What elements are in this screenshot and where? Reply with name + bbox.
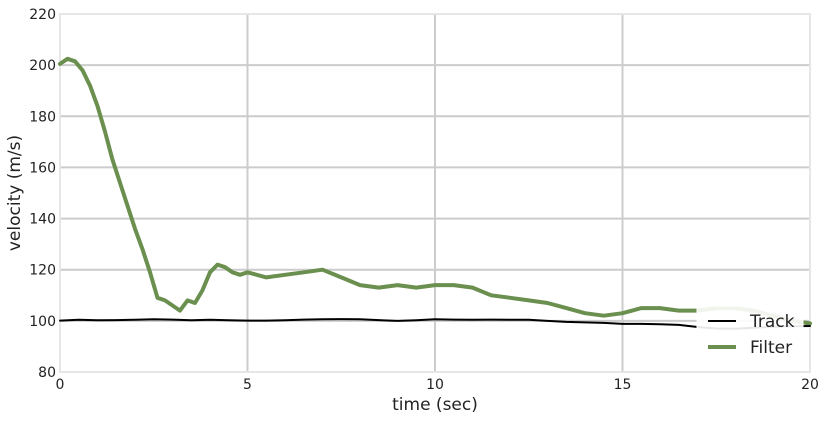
y-tick-label: 80 (38, 365, 56, 381)
tick-labels: 0 5 10 15 20 80 100 120 140 160 180 200 220 (29, 7, 819, 393)
legend: Track Filter (696, 305, 804, 365)
plot-frame (59, 13, 811, 373)
x-tick-label: 0 (56, 377, 65, 393)
x-axis-label: time (sec) (392, 395, 478, 415)
y-axis-label: velocity (m/s) (5, 135, 25, 251)
x-tick-label: 15 (614, 377, 632, 393)
legend-label-track: Track (749, 312, 795, 332)
series-line-track (59, 318, 811, 330)
y-tick-label: 180 (29, 109, 56, 125)
y-tick-label: 120 (29, 263, 56, 279)
y-tick-label: 220 (29, 7, 56, 23)
x-tick-label: 20 (801, 377, 819, 393)
legend-label-filter: Filter (750, 338, 792, 358)
y-tick-label: 140 (29, 212, 56, 228)
x-tick-label: 10 (426, 377, 444, 393)
y-tick-label: 200 (29, 58, 56, 74)
series-line-filter (58, 56, 812, 326)
x-tick-label: 5 (243, 377, 252, 393)
y-tick-label: 160 (29, 160, 56, 176)
series-layer (58, 56, 812, 330)
y-tick-label: 100 (29, 314, 56, 330)
